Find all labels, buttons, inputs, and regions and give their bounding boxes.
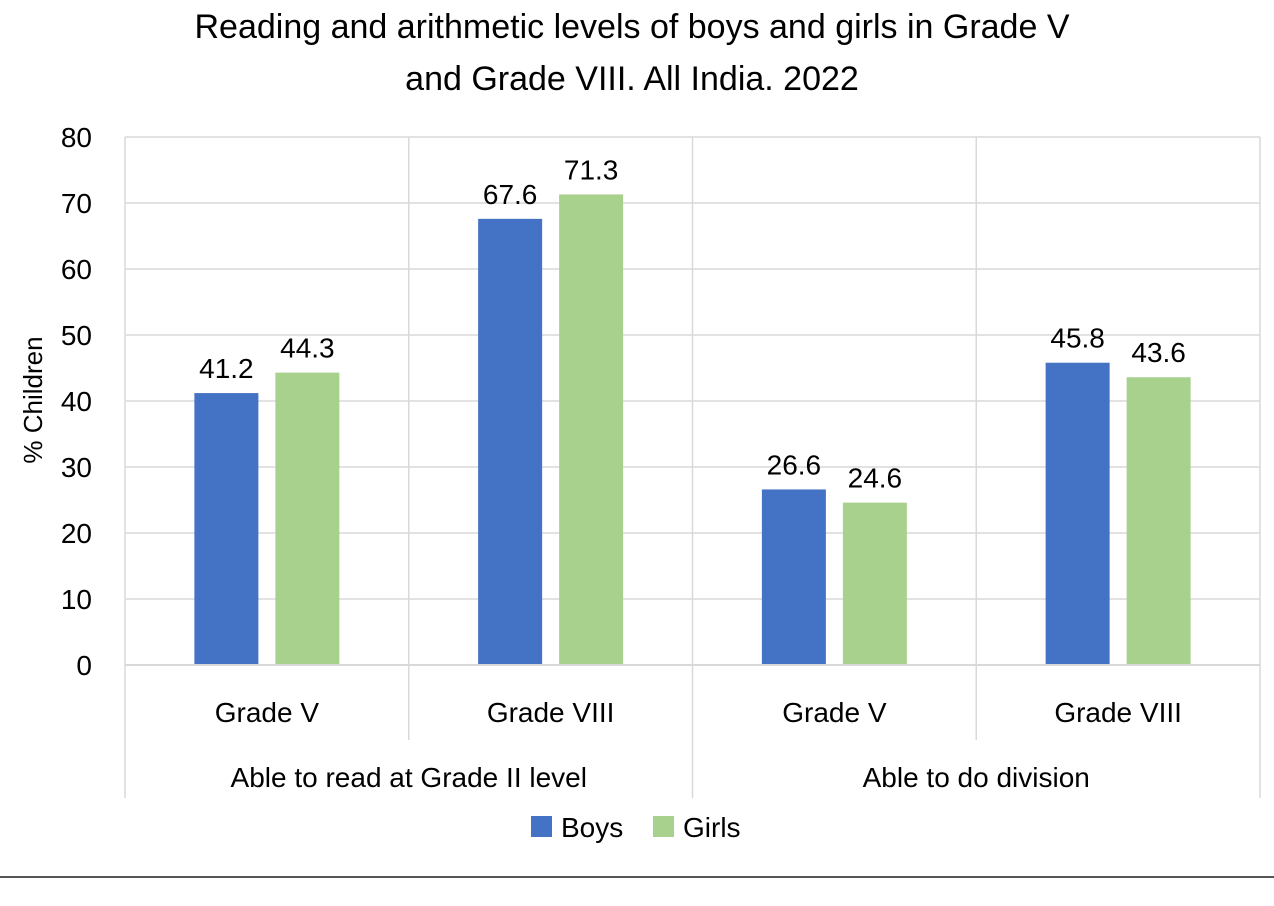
y-tick-label: 60 xyxy=(61,254,92,285)
plot-area: 0 10 20 30 40 50 60 70 80 41.2 67.6 26.6 45.8 44.3 71.… xyxy=(61,122,1261,798)
bar-boys-0 xyxy=(194,393,259,665)
y-tick-label: 10 xyxy=(61,584,92,615)
legend-swatch-boys xyxy=(531,816,552,837)
bar-boys-3 xyxy=(1045,362,1110,665)
data-label-boys-2: 26.6 xyxy=(767,449,822,480)
x-tick-label: Grade V xyxy=(215,697,320,728)
data-label-girls-2: 24.6 xyxy=(848,463,903,494)
legend-swatch-girls xyxy=(653,816,674,837)
data-label-girls-3: 43.6 xyxy=(1131,337,1186,368)
group-label: Able to do division xyxy=(863,762,1090,793)
data-label-girls-0: 44.3 xyxy=(280,333,335,364)
y-tick-label: 40 xyxy=(61,386,92,417)
legend-label-boys: Boys xyxy=(561,812,623,843)
bar-girls-0 xyxy=(275,372,340,665)
x-tick-label: Grade V xyxy=(782,697,887,728)
data-label-boys-1: 67.6 xyxy=(483,179,538,210)
y-tick-label: 20 xyxy=(61,518,92,549)
data-label-boys-3: 45.8 xyxy=(1050,323,1105,354)
bar-boys-1 xyxy=(478,218,543,665)
chart-title-line-2: and Grade VIII. All India. 2022 xyxy=(405,60,859,98)
y-tick-label: 30 xyxy=(61,452,92,483)
data-label-boys-0: 41.2 xyxy=(199,353,254,384)
legend: Boys Girls xyxy=(531,812,741,843)
y-tick-label: 70 xyxy=(61,188,92,219)
y-tick-label: 80 xyxy=(61,122,92,153)
y-axis-label: % Children xyxy=(18,336,48,463)
bar-girls-2 xyxy=(842,502,907,665)
group-label: Able to read at Grade II level xyxy=(231,762,587,793)
data-label-girls-1: 71.3 xyxy=(564,154,619,185)
chart-title-line-1: Reading and arithmetic levels of boys an… xyxy=(194,8,1069,46)
x-tick-label: Grade VIII xyxy=(487,697,615,728)
bar-girls-3 xyxy=(1126,377,1191,665)
y-tick-label: 50 xyxy=(61,320,92,351)
bottom-divider xyxy=(0,876,1274,878)
bar-girls-1 xyxy=(559,194,624,666)
x-tick-label: Grade VIII xyxy=(1054,697,1182,728)
bar-boys-2 xyxy=(761,489,826,665)
y-tick-label: 0 xyxy=(76,650,92,681)
legend-label-girls: Girls xyxy=(683,812,741,843)
